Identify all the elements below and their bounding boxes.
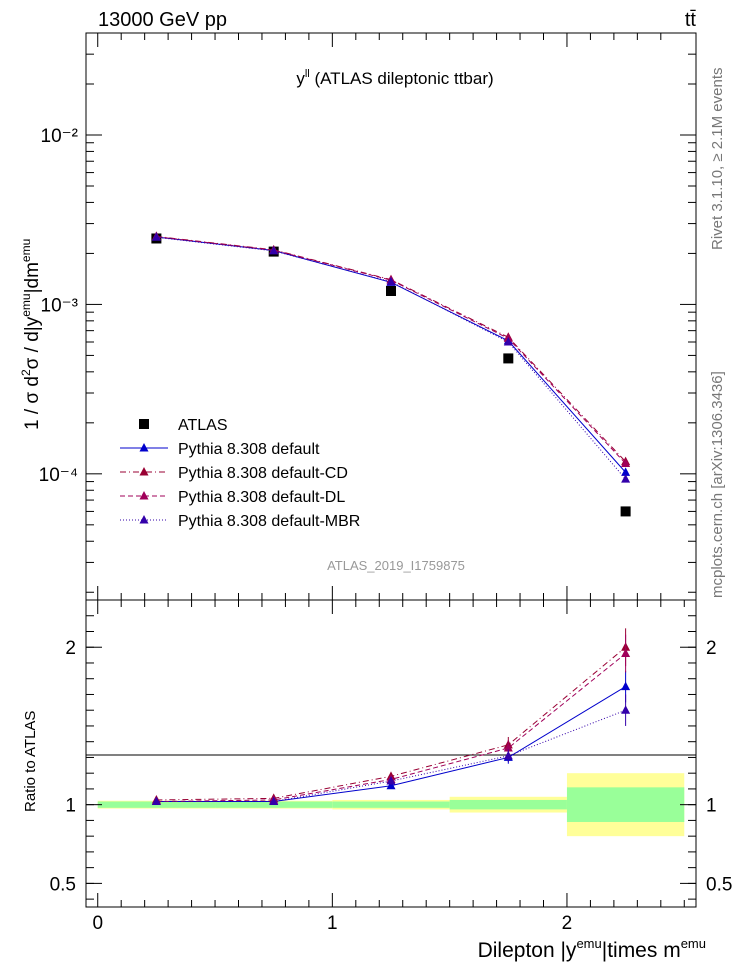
ratio-point — [621, 705, 631, 714]
ratio-point — [621, 681, 631, 691]
mc-point — [151, 232, 161, 241]
mc-point — [269, 245, 279, 255]
ratio-point — [386, 776, 396, 785]
header-right: tt̄ — [685, 9, 697, 31]
series-line — [156, 236, 626, 464]
legend-label: Pythia 8.308 default-MBR — [178, 513, 360, 530]
side-label-upper: Rivet 3.1.10, ≥ 2.1M events — [709, 68, 726, 251]
legend-label: Pythia 8.308 default-DL — [178, 489, 345, 506]
x-axis-label: Dilepton |yemu|times memu — [478, 936, 706, 962]
legend-label: Pythia 8.308 default-CD — [178, 465, 348, 482]
title-text: y — [296, 69, 305, 88]
ratio-point — [503, 750, 513, 760]
atlas-point — [386, 286, 396, 297]
legend-entry: Pythia 8.308 default-CD — [120, 465, 348, 482]
top-y-ticks: 10⁻⁴ 10⁻³ 10⁻² — [39, 32, 696, 600]
plot-title: yll (ATLAS dileptonic ttbar) — [296, 68, 493, 88]
legend-marker — [139, 491, 149, 500]
mc-point — [503, 336, 513, 346]
legend-entry: Pythia 8.308 default — [120, 441, 320, 458]
ratio-ytick-label-left: 2 — [65, 638, 76, 659]
stat-uncertainty-band — [332, 801, 450, 808]
legend-entry: Pythia 8.308 default-MBR — [120, 513, 360, 530]
mc-point — [621, 474, 631, 483]
ratio-point — [269, 796, 279, 806]
title-sup: ll — [305, 68, 310, 80]
ratio-line — [156, 709, 626, 803]
legend-entry: Pythia 8.308 default-DL — [120, 489, 345, 506]
watermark: ATLAS_2019_I1759875 — [327, 558, 465, 573]
x-tick-label: 2 — [562, 913, 573, 934]
legend-marker — [139, 467, 149, 476]
mc-point — [386, 276, 396, 286]
ratio-ticks: 0.5 0.5 1 1 2 2 0 1 2 — [50, 600, 732, 934]
x-tick-label: 1 — [327, 913, 338, 934]
ratio-ytick-label-right: 1 — [706, 796, 717, 817]
header-left: 13000 GeV pp — [98, 9, 227, 31]
ratio-point — [151, 796, 161, 806]
legend: ATLAS Pythia 8.308 default Pythia 8.308 de… — [120, 417, 360, 530]
stat-uncertainty-band — [566, 787, 685, 822]
atlas-point — [620, 506, 631, 517]
ratio-point — [386, 780, 396, 790]
ratio-point — [503, 742, 513, 752]
stat-uncertainty-band — [449, 799, 567, 810]
mc-point — [621, 467, 631, 476]
top-ytick-label: 10⁻² — [41, 126, 79, 147]
ratio-series-pythia-8-308-default — [151, 670, 631, 806]
title-rest: (ATLAS dileptonic ttbar) — [310, 69, 494, 88]
mc-point — [621, 458, 631, 468]
atlas-point — [503, 353, 514, 364]
ratio-series-pythia-8-308-default-mbr — [151, 694, 631, 806]
legend-label: Pythia 8.308 default — [178, 441, 320, 458]
top-ytick-label: 10⁻³ — [41, 295, 79, 316]
ratio-bands — [97, 773, 685, 837]
ratio-ytick-label-right: 2 — [706, 638, 717, 659]
legend-marker — [139, 443, 149, 452]
ratio-ytick-label-left: 1 — [65, 796, 76, 817]
series-line — [156, 236, 626, 480]
ratio-ylabel: Ratio to ATLAS — [22, 711, 39, 812]
top-ylabel: 1 / σ d2σ / d|yemu|dmemu — [19, 239, 43, 430]
top-ytick-label: 10⁻⁴ — [39, 465, 78, 486]
series-pythia-8-308-default — [151, 231, 631, 476]
legend-entry: ATLAS — [139, 417, 228, 434]
legend-marker — [139, 419, 149, 429]
ratio-series-group — [151, 628, 631, 806]
x-tick-label: 0 — [92, 913, 103, 934]
ratio-ytick-label-left: 0.5 — [50, 874, 76, 895]
series-line — [156, 236, 626, 473]
side-label-lower: mcplots.cern.ch [arXiv:1306.3436] — [709, 371, 726, 598]
top-series-group — [151, 231, 631, 517]
ratio-frame — [85, 599, 697, 908]
legend-label: ATLAS — [178, 417, 228, 434]
ratio-point — [621, 648, 631, 658]
ratio-ytick-label-right: 0.5 — [706, 874, 732, 895]
series-pythia-8-308-default-mbr — [151, 232, 631, 483]
legend-marker — [139, 515, 149, 524]
